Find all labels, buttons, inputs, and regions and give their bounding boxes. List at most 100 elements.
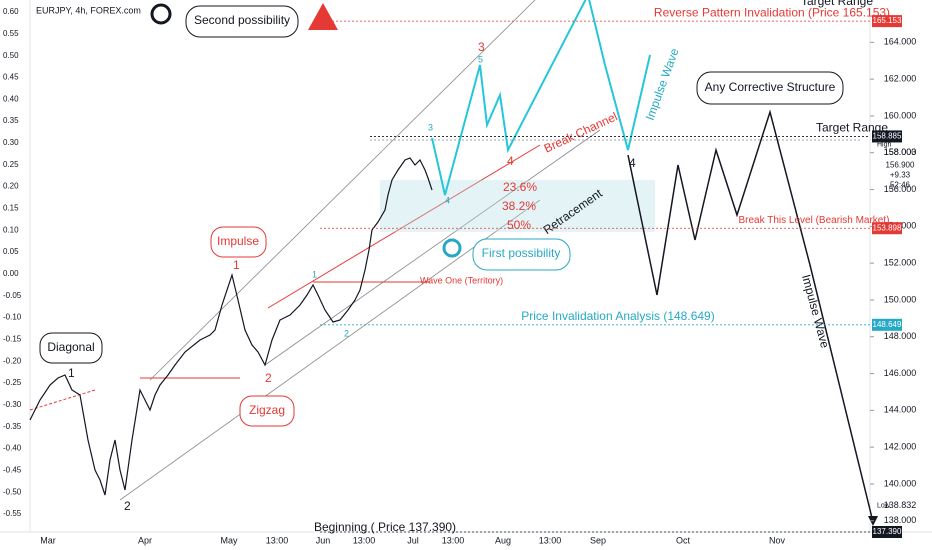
- price-tick-label: 140.000: [884, 478, 917, 488]
- wave-label: 2: [344, 328, 349, 338]
- left-tick-label: -0.45: [3, 465, 22, 474]
- annotation: Impulse: [217, 234, 259, 248]
- x-tick-label: Aug: [495, 535, 511, 545]
- level-text: Beginning ( Price 137.390): [314, 520, 456, 534]
- fib: 23.6%: [503, 180, 537, 194]
- callout: [239, 395, 295, 427]
- wave-label: 2: [265, 371, 272, 385]
- price-tick-label: 162.000: [884, 74, 917, 84]
- x-tick-label: Jun: [316, 535, 331, 545]
- price-label-box: [872, 526, 902, 538]
- left-tick-label: 0.00: [3, 269, 19, 278]
- left-tick-label: 0.20: [3, 182, 19, 191]
- break-channel-line: [267, 144, 541, 309]
- annotation: First possibility: [482, 246, 561, 260]
- callout: [696, 71, 844, 105]
- wave-label: 4: [629, 156, 636, 170]
- price-label: 148.649: [873, 320, 902, 329]
- x-tick-label: 13:00: [266, 535, 289, 545]
- price-label: 153.898: [873, 223, 902, 232]
- annotation: Zigzag: [249, 403, 285, 417]
- wave-label: 2: [124, 499, 131, 513]
- level-text: Break This Level (Bearish Market): [739, 215, 890, 226]
- price-tick-label: 160.000: [884, 110, 917, 120]
- left-tick-label: 0.15: [3, 204, 19, 213]
- last-change: +9.33: [890, 171, 911, 180]
- level-text: Target Range: [816, 121, 888, 135]
- annotation: Any Corrective Structure: [705, 80, 836, 94]
- left-tick-label: 0.35: [3, 116, 19, 125]
- left-tick-label: 0.05: [3, 247, 19, 256]
- callout: [210, 226, 267, 258]
- x-tick-label: Nov: [769, 535, 786, 545]
- left-tick-label: 0.25: [3, 160, 19, 169]
- callout: [39, 332, 103, 364]
- callout: [185, 5, 299, 38]
- last-countdown: 52:46: [890, 181, 911, 190]
- left-tick-label: -0.10: [3, 313, 22, 322]
- fib: 50%: [507, 218, 531, 232]
- price-label-box: [872, 15, 902, 28]
- wave-label: 3: [428, 122, 433, 132]
- x-tick-label: Apr: [138, 535, 152, 545]
- price-trace: [29, 157, 433, 496]
- price-tick-label: 148.000: [884, 331, 917, 341]
- last-price: 156.900: [886, 161, 915, 170]
- price-tick-label: 150.000: [884, 294, 917, 304]
- level-text: Reverse Pattern Invalidation (Price 165.…: [654, 5, 890, 19]
- annotation: Second possibility: [194, 13, 290, 27]
- price-label-box: [872, 222, 902, 235]
- price-tick-label: 158.000: [884, 147, 917, 157]
- left-tick-label: -0.30: [3, 400, 22, 409]
- left-tick-label: 0.60: [3, 7, 19, 16]
- first-possibility-path: [431, 0, 651, 196]
- price-tick-label: 146.000: [884, 368, 917, 378]
- wave-label: 3: [478, 40, 485, 54]
- wave-label: 5: [478, 54, 483, 64]
- left-tick-label: 0.40: [3, 94, 19, 103]
- wave-label: 4: [507, 154, 514, 168]
- left-tick-label: 0.30: [3, 138, 19, 147]
- callout: [472, 238, 571, 271]
- left-tick-label: -0.55: [3, 509, 22, 518]
- price-tick-label: 164.000: [884, 37, 917, 47]
- price-label: 137.390: [873, 527, 902, 536]
- left-tick-label: -0.50: [3, 487, 22, 496]
- x-tick-label: Oct: [676, 535, 691, 545]
- left-tick-label: 0.55: [3, 29, 19, 38]
- second-possibility-path: [627, 109, 874, 523]
- price-tick-label: 138.000: [884, 515, 917, 525]
- level-text: Price Invalidation Analysis (148.649): [521, 309, 714, 323]
- low-label: Low: [877, 502, 891, 509]
- x-tick-label: 13:00: [539, 535, 562, 545]
- fib-zone: [380, 180, 655, 232]
- wave-label: 1: [68, 366, 75, 380]
- bulb-icon: [442, 238, 462, 258]
- wave-label: 1: [233, 258, 240, 272]
- high-value: 158.003: [884, 147, 917, 157]
- wave-label: 1: [312, 269, 317, 279]
- left-tick-label: -0.05: [3, 291, 22, 300]
- price-label-box: [872, 130, 902, 143]
- price-tick-label: 152.000: [884, 258, 917, 268]
- channel: [119, 0, 860, 501]
- left-tick-label: 0.50: [3, 51, 19, 60]
- symbol: EURJPY, 4h, FOREX.com: [36, 5, 141, 15]
- left-tick-label: 0.10: [3, 225, 19, 234]
- annotation: Target Range: [801, 0, 873, 8]
- price-tick-label: 142.000: [884, 442, 917, 452]
- x-tick-label: Jul: [407, 535, 419, 545]
- x-tick-label: 13:00: [353, 535, 376, 545]
- price-tick-label: 156.000: [884, 184, 917, 194]
- left-tick-label: -0.25: [3, 378, 22, 387]
- left-tick-label: -0.20: [3, 356, 22, 365]
- x-tick-label: Sep: [590, 535, 606, 545]
- price-label: 158.885: [873, 132, 902, 141]
- annotation: Diagonal: [47, 340, 94, 354]
- wave-label: 4: [445, 195, 450, 205]
- price-label-box: [872, 318, 902, 331]
- left-tick-label: 0.45: [3, 73, 19, 82]
- price-tick-label: 144.000: [884, 405, 917, 415]
